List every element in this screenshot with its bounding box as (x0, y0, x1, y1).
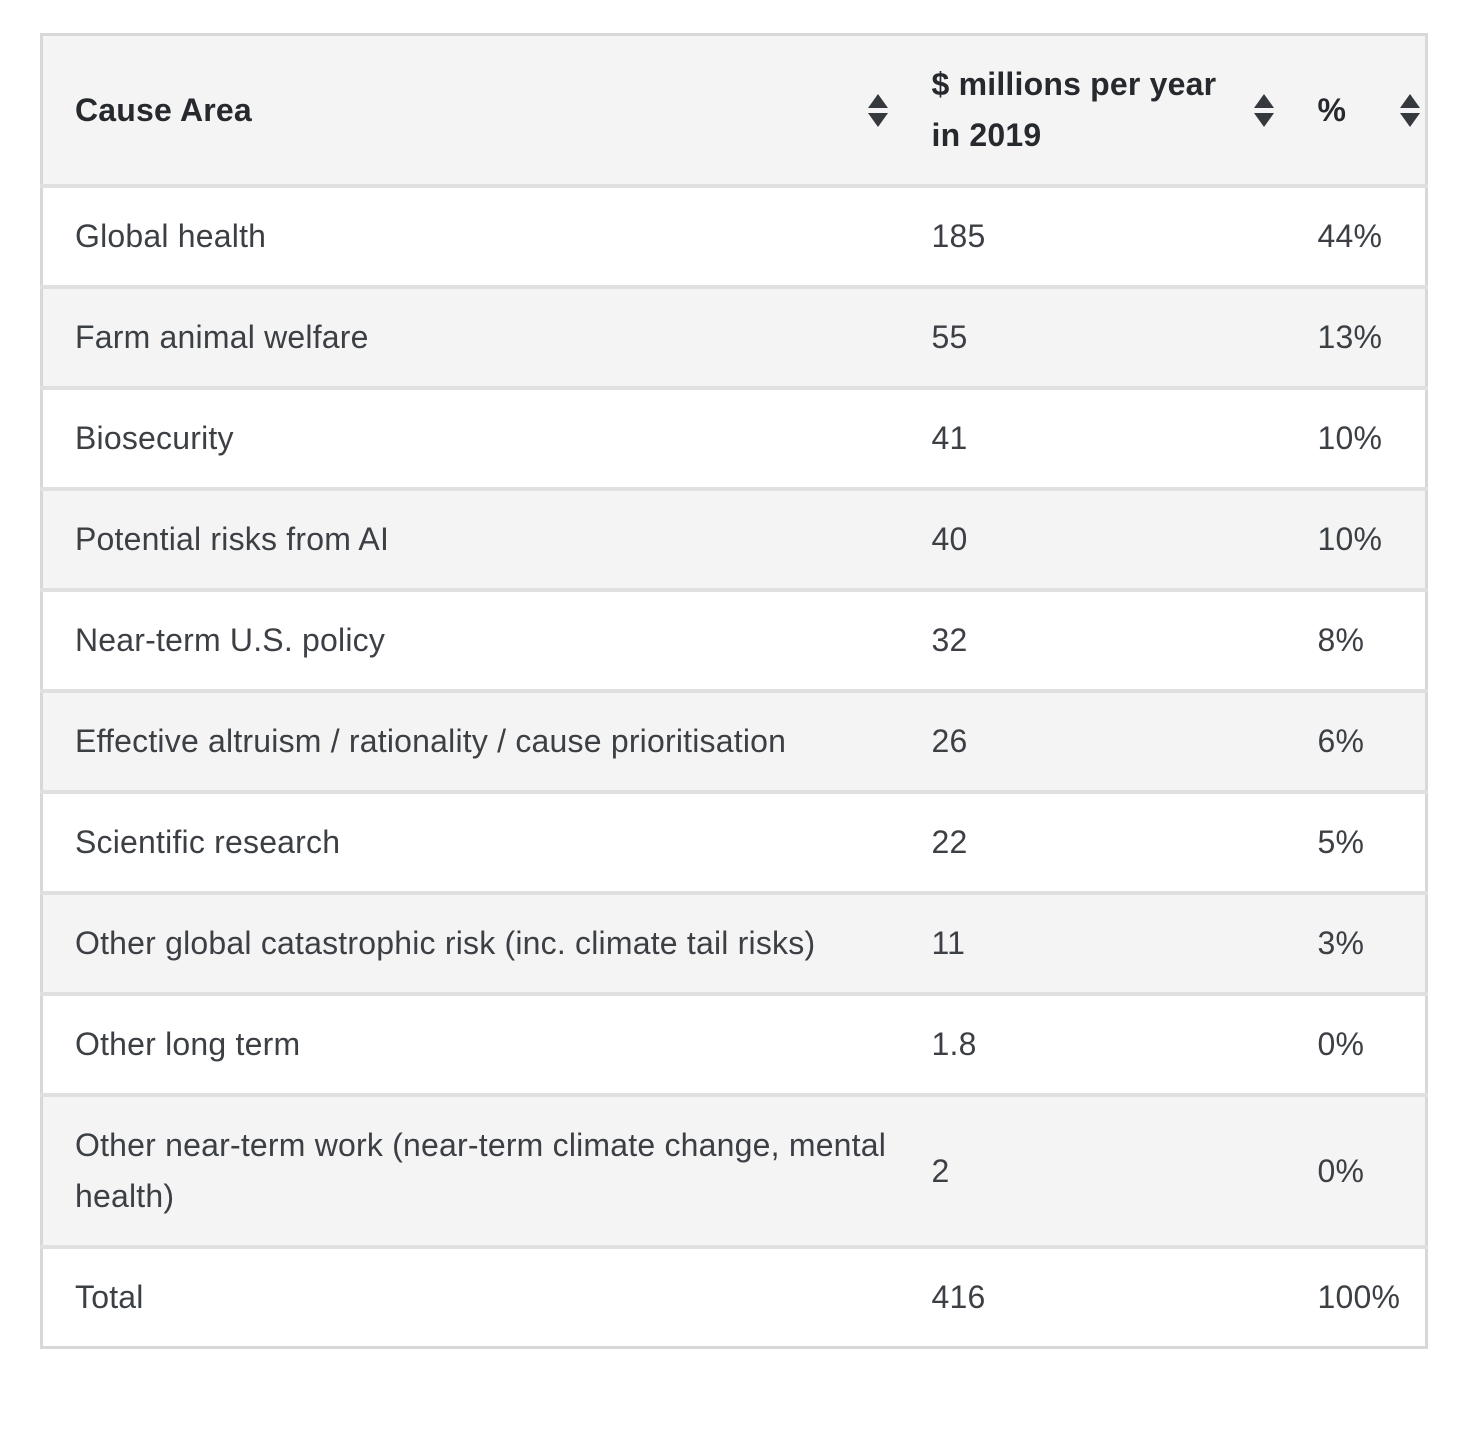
sort-icon[interactable] (1253, 93, 1274, 127)
table-row: Other global catastrophic risk (inc. cli… (41, 893, 1427, 994)
cell-cause-area: Other global catastrophic risk (inc. cli… (75, 925, 816, 961)
table-row: Global health 185 44% (41, 186, 1427, 287)
cell-percent: 8% (1317, 622, 1365, 658)
cell-cause-area: Total (75, 1279, 144, 1315)
cell-cause-area: Biosecurity (75, 420, 234, 456)
cell-percent: 0% (1317, 1152, 1365, 1189)
cell-percent: 13% (1317, 319, 1383, 355)
cell-amount: 416 (931, 1279, 986, 1315)
cell-amount: 185 (931, 218, 986, 254)
column-header-percent[interactable]: % (1284, 35, 1427, 187)
cell-percent: 100% (1317, 1279, 1401, 1315)
table-row: Biosecurity 41 10% (41, 388, 1427, 489)
table-row: Effective altruism / rationality / cause… (41, 691, 1427, 792)
cell-amount: 40 (931, 521, 968, 557)
cell-amount: 41 (931, 420, 968, 456)
cell-percent: 6% (1317, 723, 1365, 759)
cell-amount: 22 (931, 824, 968, 860)
cell-amount: 11 (931, 925, 966, 961)
cell-amount: 32 (931, 622, 968, 658)
cell-amount: 55 (931, 319, 968, 355)
cell-cause-area: Near-term U.S. policy (75, 622, 386, 658)
column-header-amount[interactable]: $ millions per year in 2019 (910, 35, 1284, 187)
cell-percent: 0% (1317, 1026, 1365, 1062)
table-row: Farm animal welfare 55 13% (41, 287, 1427, 388)
cell-cause-area: Other long term (75, 1026, 301, 1062)
table-row-total: Total 416 100% (41, 1247, 1427, 1348)
cause-area-spending-table: Cause Area $ millions per year in 2019 (40, 33, 1428, 1349)
cell-cause-area: Other near-term work (near-term climate … (75, 1127, 887, 1214)
cell-percent: 10% (1317, 420, 1383, 456)
cell-cause-area: Scientific research (75, 824, 341, 860)
table-row: Near-term U.S. policy 32 8% (41, 590, 1427, 691)
sort-icon[interactable] (1400, 93, 1420, 127)
table-row: Other long term 1.8 0% (41, 994, 1427, 1095)
column-label-cause-area: Cause Area (75, 91, 252, 128)
table-row: Potential risks from AI 40 10% (41, 489, 1427, 590)
column-label-amount: $ millions per year in 2019 (931, 66, 1217, 153)
cell-amount: 1.8 (931, 1026, 977, 1062)
table-row: Other near-term work (near-term climate … (41, 1095, 1427, 1247)
table-row: Scientific research 22 5% (41, 792, 1427, 893)
sort-icon[interactable] (867, 93, 888, 127)
cell-percent: 5% (1317, 824, 1365, 860)
header-row: Cause Area $ millions per year in 2019 (41, 34, 1427, 187)
cell-amount: 26 (931, 723, 968, 759)
cell-cause-area: Effective altruism / rationality / cause… (75, 723, 787, 759)
cell-percent: 44% (1317, 218, 1383, 254)
cell-percent: 10% (1317, 521, 1383, 557)
cell-cause-area: Global health (75, 218, 267, 254)
cell-amount: 2 (931, 1152, 950, 1189)
cell-percent: 3% (1317, 925, 1365, 961)
column-label-percent: % (1317, 91, 1347, 128)
column-header-cause-area[interactable]: Cause Area (42, 35, 910, 187)
data-table: Cause Area $ millions per year in 2019 (40, 33, 1428, 1349)
cell-cause-area: Potential risks from AI (75, 521, 390, 557)
cell-cause-area: Farm animal welfare (75, 319, 369, 355)
